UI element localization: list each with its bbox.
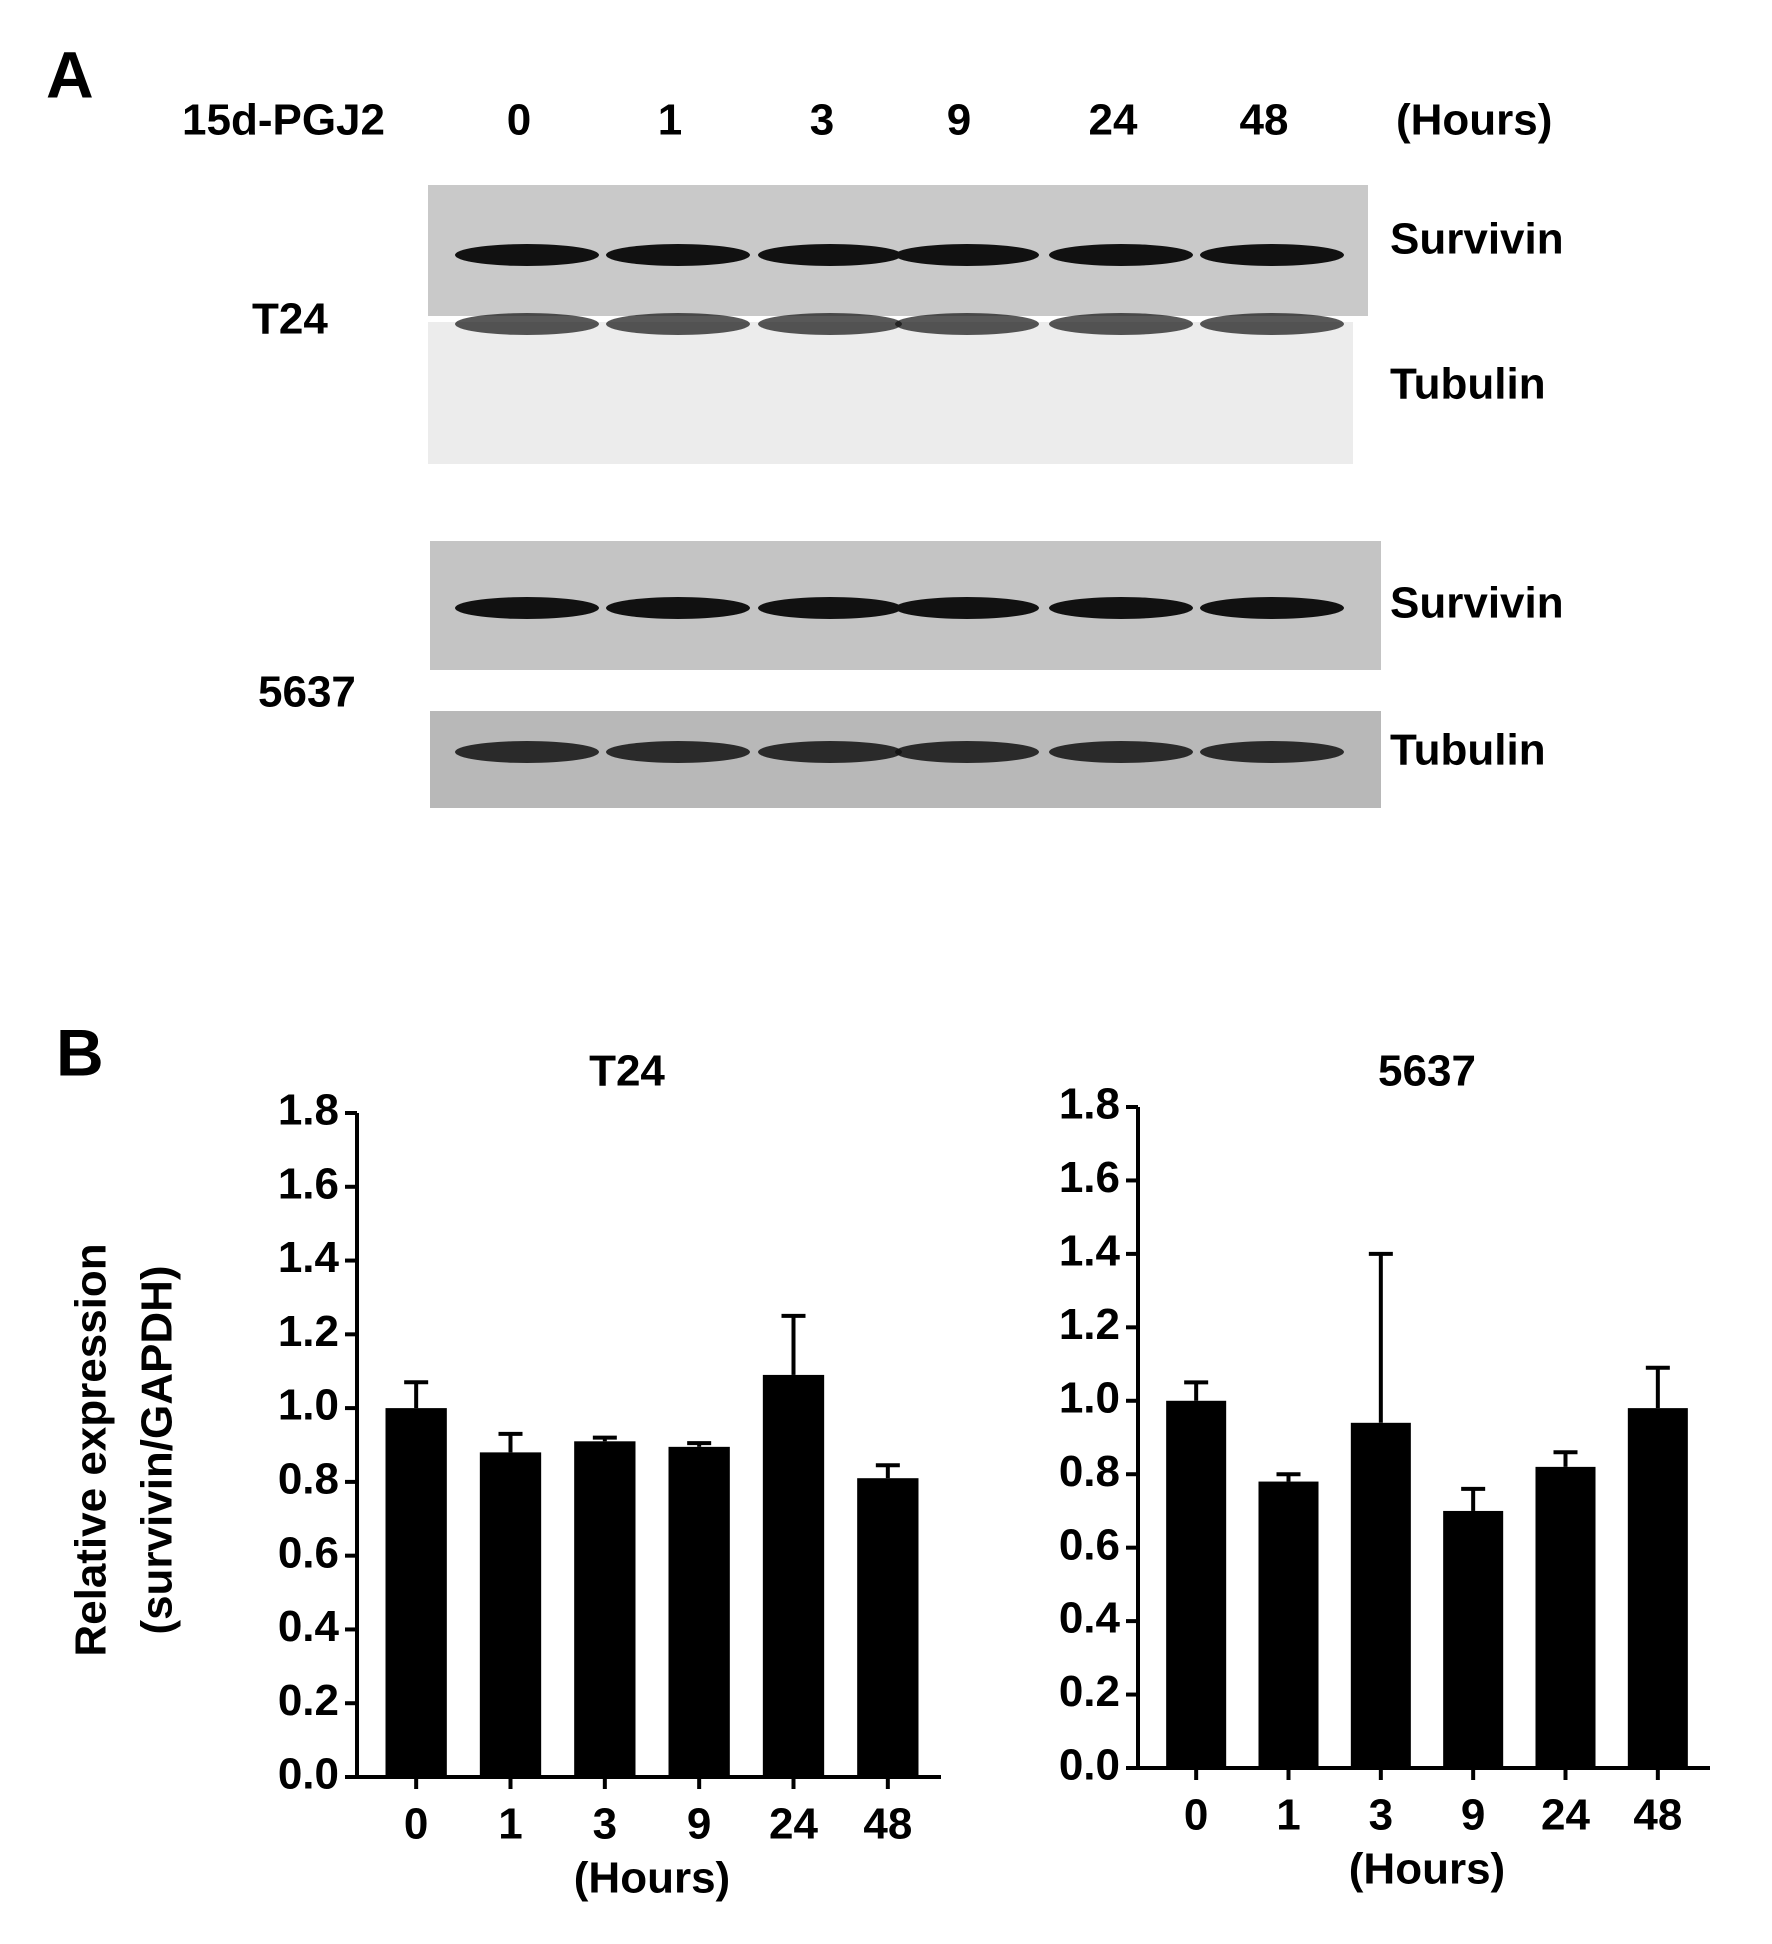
x-tick-label: 9 — [1461, 1791, 1485, 1840]
blot-band — [455, 597, 599, 619]
y-tick-label: 0.2 — [1059, 1667, 1120, 1716]
y-tick-label: 0.8 — [1059, 1447, 1120, 1496]
blot-band — [895, 244, 1039, 266]
y-tick-label: 1.2 — [278, 1307, 339, 1356]
blot-band — [758, 244, 902, 266]
x-axis-label: (Hours) — [1349, 1845, 1505, 1894]
unit-label: (Hours) — [1396, 96, 1552, 145]
y-tick-label: 0.4 — [278, 1602, 340, 1651]
y-tick-label: 1.4 — [1059, 1227, 1121, 1276]
y-tick-label: 1.6 — [1059, 1153, 1120, 1202]
lane-label: 9 — [947, 96, 971, 145]
y-tick-label: 0.6 — [1059, 1520, 1120, 1569]
y-tick-label: 0.8 — [278, 1455, 339, 1504]
lane-label: 48 — [1240, 96, 1289, 145]
blot-band — [606, 597, 750, 619]
bar — [1443, 1510, 1504, 1768]
blot-band — [1200, 313, 1344, 335]
lane-label: 0 — [507, 96, 531, 145]
blot-band — [758, 597, 902, 619]
blot-band — [606, 741, 750, 763]
bar — [1535, 1466, 1596, 1768]
blot-band — [455, 741, 599, 763]
band-label: Tubulin — [1390, 360, 1546, 409]
x-tick-label: 0 — [1184, 1791, 1208, 1840]
y-tick-label: 1.0 — [1059, 1373, 1120, 1422]
y-tick-label: 0.0 — [1059, 1741, 1120, 1790]
bar — [1166, 1400, 1227, 1768]
x-tick-label: 0 — [404, 1800, 428, 1849]
blot-band — [1200, 597, 1344, 619]
treatment-label: 15d-PGJ2 — [182, 96, 385, 145]
bar — [479, 1452, 542, 1777]
cell-line-label: T24 — [252, 295, 328, 344]
chart-title: 5637 — [1378, 1047, 1476, 1096]
band-label: Survivin — [1390, 215, 1564, 264]
cell-line-label: 5637 — [258, 668, 356, 717]
blot-band — [455, 244, 599, 266]
x-tick-label: 1 — [498, 1800, 522, 1849]
panel-label: B — [56, 1015, 104, 1089]
panel-label: A — [46, 37, 94, 111]
blot-band — [758, 741, 902, 763]
bar — [668, 1446, 730, 1777]
x-tick-label: 3 — [593, 1800, 617, 1849]
x-tick-label: 9 — [687, 1800, 711, 1849]
blot-band — [895, 741, 1039, 763]
chart-title: T24 — [589, 1047, 665, 1096]
blot-band — [1200, 741, 1344, 763]
y-tick-label: 1.2 — [1059, 1300, 1120, 1349]
y-tick-label: 0.0 — [278, 1750, 339, 1799]
y-tick-label: 1.8 — [278, 1086, 339, 1135]
x-tick-label: 48 — [1633, 1791, 1682, 1840]
y-tick-label: 0.4 — [1059, 1594, 1121, 1643]
blot-band — [1049, 244, 1193, 266]
bar — [574, 1441, 636, 1777]
bar — [1258, 1481, 1319, 1768]
lane-label: 24 — [1089, 96, 1138, 145]
y-tick-label: 0.6 — [278, 1528, 339, 1577]
blot-band — [606, 244, 750, 266]
y-tick-label: 1.0 — [278, 1381, 339, 1430]
y-tick-label: 1.8 — [1059, 1080, 1120, 1129]
y-axis-label: Relative expression — [67, 1243, 116, 1656]
y-tick-label: 1.6 — [278, 1159, 339, 1208]
blot-band — [606, 313, 750, 335]
x-axis-label: (Hours) — [574, 1854, 730, 1903]
x-tick-label: 1 — [1276, 1791, 1300, 1840]
band-label: Survivin — [1390, 579, 1564, 628]
bar — [857, 1478, 919, 1777]
lane-label: 3 — [810, 96, 834, 145]
blot-band — [758, 313, 902, 335]
x-tick-label: 24 — [1541, 1791, 1590, 1840]
bar — [1350, 1422, 1411, 1768]
blot-band — [1049, 597, 1193, 619]
y-tick-label: 0.2 — [278, 1676, 339, 1725]
bar — [385, 1408, 447, 1777]
blot-band — [1200, 244, 1344, 266]
blot-band — [895, 313, 1039, 335]
lane-label: 1 — [658, 96, 682, 145]
x-tick-label: 24 — [769, 1800, 818, 1849]
x-tick-label: 48 — [863, 1800, 912, 1849]
blot-strip — [428, 322, 1353, 464]
y-axis-label: (survivin/GAPDH) — [133, 1265, 182, 1634]
bar — [762, 1374, 825, 1777]
blot-band — [895, 597, 1039, 619]
x-tick-label: 3 — [1369, 1791, 1393, 1840]
blot-band — [455, 313, 599, 335]
blot-band — [1049, 741, 1193, 763]
bar — [1627, 1408, 1688, 1768]
band-label: Tubulin — [1390, 726, 1546, 775]
y-tick-label: 1.4 — [278, 1233, 340, 1282]
blot-band — [1049, 313, 1193, 335]
